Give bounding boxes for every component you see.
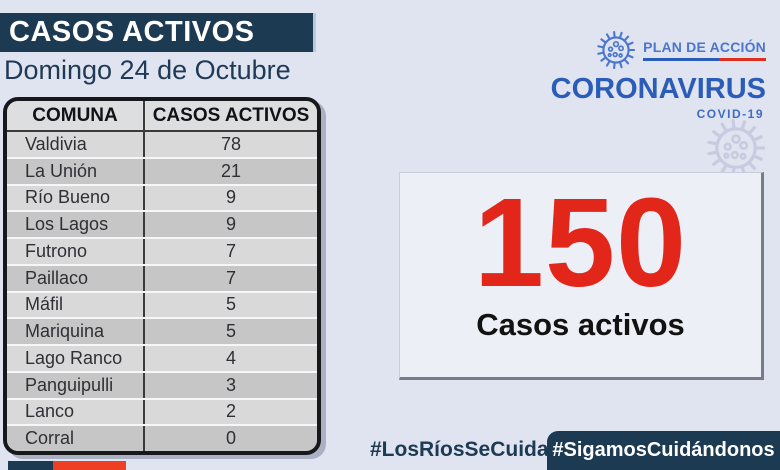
comuna-name: Máfil xyxy=(7,292,145,318)
casos-value: 9 xyxy=(225,214,236,235)
comuna-name: Río Bueno xyxy=(7,185,145,211)
coronavirus-wordmark: CORONAVIRUS xyxy=(550,73,766,105)
table-header-row: COMUNA CASOS ACTIVOS xyxy=(7,101,317,132)
gov-bar-navy xyxy=(8,461,53,470)
casos-value: 7 xyxy=(225,240,236,261)
casos-value: 5 xyxy=(225,321,236,342)
page-title: CASOS ACTIVOS xyxy=(9,16,255,48)
gov-bar-red xyxy=(53,461,126,470)
total-cases-card: 150 Casos activos xyxy=(399,172,764,380)
plan-de-accion-label: PLAN DE ACCIÓN xyxy=(643,39,766,55)
table-body: Valdivia 78 La Unión 21 Río Bueno 9 Los … xyxy=(7,132,317,451)
table-row: Máfil 5 xyxy=(7,290,317,318)
total-cases-number: 150 xyxy=(473,172,688,313)
table-header-casos: CASOS ACTIVOS xyxy=(152,104,310,126)
casos-value: 4 xyxy=(225,347,236,368)
comuna-name: Corral xyxy=(7,426,145,451)
flag-underline xyxy=(643,58,766,61)
cases-table: COMUNA CASOS ACTIVOS Valdivia 78 La Unió… xyxy=(3,97,321,455)
comuna-name: Los Lagos xyxy=(7,212,145,237)
table-row: Lanco 2 xyxy=(7,397,317,425)
virus-watermark-icon xyxy=(707,119,766,177)
casos-value: 2 xyxy=(225,401,236,422)
casos-value: 0 xyxy=(225,428,236,449)
table-row: Panguipulli 3 xyxy=(7,370,317,398)
comuna-name: Mariquina xyxy=(7,319,145,344)
table-row: Valdivia 78 xyxy=(7,132,317,157)
casos-value: 9 xyxy=(225,187,236,208)
comuna-name: Lanco xyxy=(7,399,145,425)
comuna-name: Valdivia xyxy=(7,132,145,157)
page-title-bar: CASOS ACTIVOS xyxy=(0,13,316,52)
casos-value: 78 xyxy=(220,133,242,154)
virus-icon xyxy=(597,30,636,70)
table-row: Paillaco 7 xyxy=(7,263,317,291)
casos-value: 7 xyxy=(225,267,236,288)
casos-value: 3 xyxy=(225,374,236,395)
report-date: Domingo 24 de Octubre xyxy=(4,55,291,85)
comuna-name: Paillaco xyxy=(7,265,145,291)
table-row: La Unión 21 xyxy=(7,156,317,184)
casos-value: 5 xyxy=(225,294,236,315)
table-header-comuna: COMUNA xyxy=(7,101,145,130)
hashtag-sigamos: #SigamosCuidándonos xyxy=(552,439,775,461)
table-row: Los Lagos 9 xyxy=(7,210,317,237)
total-cases-label: Casos activos xyxy=(476,306,685,342)
casos-value: 21 xyxy=(220,160,242,181)
hashtag-losrios: #LosRíosSeCuida xyxy=(370,438,549,461)
comuna-name: Futrono xyxy=(7,239,145,264)
table-row: Futrono 7 xyxy=(7,237,317,264)
hashtag-campaign-box: #SigamosCuidándonos xyxy=(547,431,780,470)
plan-coronavirus-logo: PLAN DE ACCIÓN CORONAVIRUS COVID-19 xyxy=(551,29,766,121)
table-row: Mariquina 5 xyxy=(7,317,317,344)
covid19-label: COVID-19 xyxy=(696,107,764,121)
table-row: Corral 0 xyxy=(7,424,317,451)
table-row: Río Bueno 9 xyxy=(7,183,317,211)
comuna-name: Panguipulli xyxy=(7,372,145,398)
government-logo-bar xyxy=(8,461,126,470)
comuna-name: La Unión xyxy=(7,158,145,184)
comuna-name: Lago Ranco xyxy=(7,346,145,371)
table-row: Lago Ranco 4 xyxy=(7,344,317,371)
